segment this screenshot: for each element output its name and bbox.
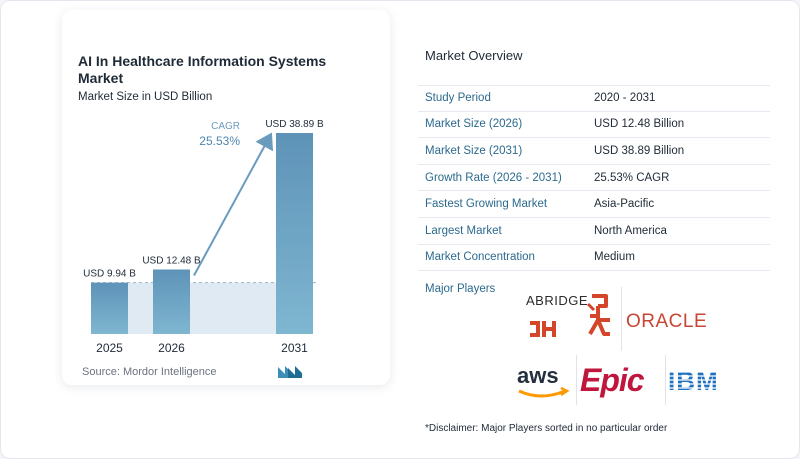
overview-row: Growth Rate (2026 - 2031) 25.53% CAGR	[418, 165, 770, 192]
tick-label-2026: 2026	[158, 341, 185, 355]
overview-title: Market Overview	[425, 48, 523, 63]
epic-logo: Epic	[578, 355, 664, 405]
overview-row-value: USD 38.89 Billion	[594, 144, 685, 157]
overview-row: Market Size (2026) USD 12.48 Billion	[418, 112, 770, 139]
abridge-logo-text: ABRIDGE	[526, 293, 588, 308]
overview-row-label: Growth Rate (2026 - 2031)	[425, 171, 562, 184]
cagr-arrow	[193, 132, 274, 276]
oracle-logo-text: ORACLE	[626, 311, 707, 332]
epic-logo-text: Epic	[580, 362, 645, 398]
overview-row-label: Study Period	[425, 92, 491, 105]
data-label-2026: USD 12.48 B	[142, 255, 201, 266]
ibm-logo-text: IBM	[668, 366, 719, 396]
overview-row: Fastest Growing Market Asia-Pacific	[418, 191, 770, 218]
aws-wordmark: aws	[517, 363, 570, 398]
ibm-wordmark: IBM	[666, 366, 730, 396]
overview-row-value: 25.53% CAGR	[594, 171, 670, 184]
overview-row-value: North America	[594, 224, 667, 237]
data-label-2031: USD 38.89 B	[265, 119, 324, 130]
mordor-logo-icon	[278, 366, 302, 378]
overview-row: Study Period 2020 - 2031	[418, 85, 770, 112]
abridge-wordmark: ABRIDGE	[526, 293, 588, 337]
overview-row-label: Market Size (2031)	[425, 144, 523, 157]
bar-2026	[153, 269, 190, 334]
overview-row: Market Concentration Medium	[418, 245, 770, 272]
bar-2031	[276, 133, 313, 334]
overview-row: Largest Market North America	[418, 218, 770, 245]
oracle-logo: ORACLE	[621, 287, 728, 351]
overview-row: Market Size (2031) USD 38.89 Billion	[418, 138, 770, 165]
chart-title: AI In Healthcare Information Systems Mar…	[78, 53, 327, 86]
overview-row-label: Market Concentration	[425, 251, 535, 264]
human-figure-logo-icon	[586, 294, 610, 336]
ibm-logo: IBM	[665, 355, 730, 405]
aws-logo-text: aws	[517, 363, 559, 388]
cagr-value: 25.53%	[199, 134, 240, 148]
overview-row-label: Largest Market	[425, 224, 502, 237]
bar-chart: USD 9.94 B 2025 USD 12.48 B 2026 USD 38.89 B…	[83, 119, 324, 355]
bar-2025	[91, 282, 128, 334]
overview-row-value: USD 12.48 Billion	[594, 118, 685, 131]
data-label-2025: USD 9.94 B	[83, 269, 136, 280]
overview-row-value: Asia-Pacific	[594, 198, 655, 211]
overview-row-value: 2020 - 2031	[594, 92, 656, 105]
source-note: Source: Mordor Intelligence	[82, 366, 217, 378]
overview-row-label: Market Size (2026)	[425, 118, 523, 131]
overview-table: Study Period 2020 - 2031 Market Size (20…	[418, 85, 770, 272]
aws-logo: aws	[511, 355, 577, 405]
overview-row-label: Fastest Growing Market	[425, 198, 548, 211]
chart-subtitle: Market Size in USD Billion	[78, 91, 213, 103]
epic-wordmark: Epic	[580, 362, 646, 398]
overview-row-value: Medium	[594, 251, 635, 264]
cagr-label: CAGR	[211, 121, 240, 132]
tick-label-2025: 2025	[96, 341, 123, 355]
disclaimer-note: *Disclaimer: Major Players sorted in no …	[425, 423, 668, 434]
tick-label-2031: 2031	[281, 341, 308, 355]
major-players-label: Major Players	[425, 283, 496, 295]
oracle-wordmark: ORACLE	[626, 311, 707, 332]
